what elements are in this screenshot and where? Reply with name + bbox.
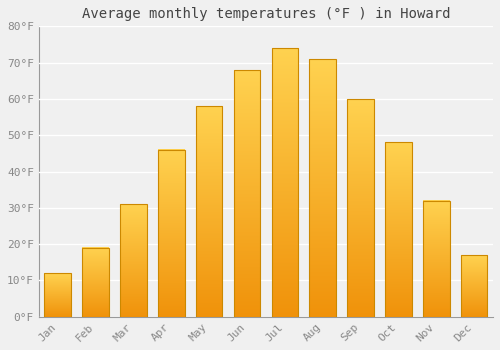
- Bar: [44, 273, 71, 317]
- Bar: [348, 99, 374, 317]
- Bar: [120, 204, 146, 317]
- Bar: [158, 150, 184, 317]
- Bar: [461, 255, 487, 317]
- Bar: [423, 201, 450, 317]
- Bar: [385, 142, 411, 317]
- Bar: [310, 59, 336, 317]
- Bar: [272, 48, 298, 317]
- Bar: [196, 106, 222, 317]
- Bar: [234, 70, 260, 317]
- Bar: [82, 248, 109, 317]
- Title: Average monthly temperatures (°F ) in Howard: Average monthly temperatures (°F ) in Ho…: [82, 7, 450, 21]
